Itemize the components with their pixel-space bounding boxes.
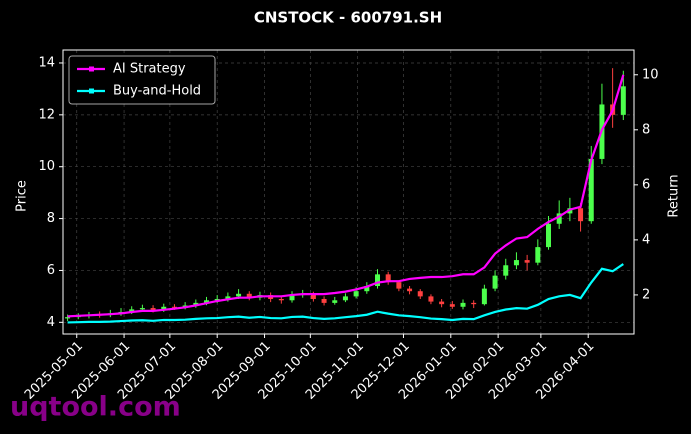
candle-body [481, 288, 487, 305]
candle-body [375, 274, 381, 287]
candle-body [214, 298, 220, 301]
y-tick-label: 12 [38, 107, 55, 122]
candle-body [342, 296, 348, 301]
candle-body [193, 302, 199, 306]
y2-tick-label: 2 [642, 287, 650, 302]
candle-body [546, 223, 552, 248]
plot-frame [62, 49, 635, 335]
y-tick-label: 8 [47, 211, 55, 226]
y2-tick-label: 10 [642, 67, 659, 82]
candle-body [407, 288, 413, 292]
y-axis-label: Price [15, 180, 30, 212]
candle-body [535, 247, 541, 263]
y2-axis-label: Return [667, 174, 682, 217]
candle-body [139, 308, 145, 310]
candle-body [332, 300, 338, 303]
y-tick-label: 10 [38, 159, 55, 174]
candle-body [428, 296, 434, 302]
legend-label: AI Strategy [113, 62, 186, 77]
candle-body [278, 298, 284, 301]
return-line [67, 263, 624, 324]
candle-body [503, 265, 509, 276]
candle-body [492, 275, 498, 289]
legend-box [68, 55, 216, 105]
candle-body [620, 86, 626, 115]
candle-body [161, 306, 167, 310]
candle-body [578, 208, 584, 222]
legend-label: Buy-and-Hold [113, 84, 201, 99]
candle-body [439, 301, 445, 305]
candle-body [236, 293, 242, 297]
candle-body [449, 304, 455, 307]
y2-tick-label: 8 [642, 122, 650, 137]
candle-body [246, 293, 252, 298]
candle-body [513, 260, 519, 266]
candle-body [417, 291, 423, 297]
candle-body [385, 274, 391, 283]
y-tick-label: 4 [47, 315, 55, 330]
candle-body [321, 298, 327, 303]
candle-body [556, 213, 562, 224]
candle-body [225, 296, 231, 299]
y2-tick-label: 6 [642, 177, 650, 192]
candle-body [65, 317, 71, 319]
candle-body [460, 302, 466, 307]
candle-body [396, 282, 402, 289]
candle-body [364, 286, 370, 292]
candle-body [310, 293, 316, 299]
candle-body [129, 309, 135, 312]
legend: AI Strategy Buy-and-Hold [68, 55, 216, 105]
candle-body [171, 306, 177, 308]
chart-title: CNSTOCK - 600791.SH [254, 9, 442, 27]
candle-body [524, 260, 530, 263]
candle-body [471, 302, 477, 305]
y-tick-label: 6 [47, 263, 55, 278]
watermark: uqtool.com [10, 392, 181, 423]
return-line [67, 74, 625, 318]
candle-body [150, 308, 156, 310]
legend-marker [89, 66, 94, 72]
y-tick-label: 14 [38, 55, 55, 70]
legend-marker [89, 88, 94, 94]
candle-body [353, 291, 359, 297]
candle-body [289, 295, 295, 301]
y2-tick-label: 4 [642, 232, 650, 247]
candle-body [588, 158, 594, 222]
candle-body [204, 300, 210, 303]
